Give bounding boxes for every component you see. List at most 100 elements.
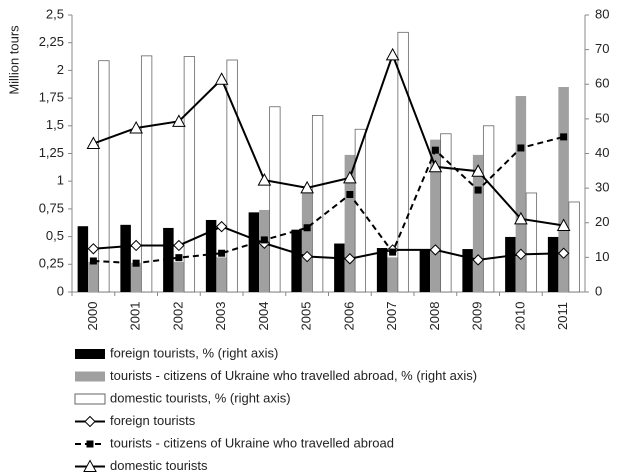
y-tick-label: 2 [57,62,64,77]
point [389,248,397,256]
point [129,120,143,134]
bar [77,226,89,292]
point [472,254,484,266]
bar [311,115,324,293]
bar [98,60,110,293]
y-tick-label: 1,75 [39,90,64,105]
point [130,239,142,252]
point [343,170,357,184]
point [557,247,570,259]
point [214,72,229,85]
x-tick-label: 2003 [213,302,228,331]
y2-tick-label: 70 [595,41,609,56]
bar [430,139,441,292]
bar [334,243,345,292]
point [215,220,228,233]
x-tick-label: 2007 [384,302,399,331]
y2-tick-label: 60 [595,76,609,91]
bar [130,262,142,292]
bar [205,219,217,292]
y2-tick-label: 20 [595,214,609,229]
bar [173,261,185,292]
bar [354,128,367,293]
legend-label: foreign tourists [110,413,196,428]
point [132,259,140,267]
bar [140,55,153,293]
point [560,133,568,141]
point [514,211,528,225]
legend-label: tourists - citizens of Ukraine who trave… [110,435,394,450]
bar [269,106,281,293]
y2-tick-label: 10 [595,249,609,264]
legend-swatch [75,371,105,382]
point [556,218,571,232]
legend-swatch [75,349,105,359]
bar [440,133,452,293]
bar [419,250,431,292]
point [172,114,186,127]
bar [558,87,569,293]
y-axis-label: Million tours [6,25,21,95]
legend-label: foreign tourists, % (right axis) [110,345,278,360]
x-tick-label: 2005 [299,302,314,331]
bar [183,56,196,293]
point [89,257,97,265]
point [344,253,356,265]
point [175,254,183,262]
y2-tick-label: 30 [595,180,609,195]
bar [472,154,484,292]
bar [291,229,302,292]
bar [376,248,388,292]
bar [568,201,580,293]
bar [515,96,527,293]
point [429,244,442,256]
point [87,243,100,255]
point [431,146,439,154]
point [346,190,354,198]
point [173,239,185,252]
bar [88,261,99,292]
x-tick-label: 2002 [170,302,185,331]
legend-label: domestic tourists, % (right axis) [110,390,291,405]
bar [505,236,516,292]
x-tick-label: 2009 [470,302,485,331]
point [86,136,101,150]
y-tick-label: 1,5 [46,117,64,132]
y-tick-label: 0,25 [39,256,64,271]
x-tick-label: 2011 [555,302,570,330]
point [471,164,485,177]
legend-marker [86,440,94,448]
line [93,135,564,265]
point [515,248,527,261]
bar [525,192,538,293]
x-tick-label: 2001 [128,302,143,331]
y2-tick-label: 50 [595,110,609,125]
y-tick-label: 1,25 [39,145,64,160]
bar [462,249,473,292]
bar [397,31,409,293]
bar [259,209,270,292]
bar [547,236,559,292]
bar [344,154,356,292]
point [257,173,272,186]
x-tick-label: 2004 [256,302,271,331]
point [474,186,482,194]
bar [120,224,131,292]
point [517,144,525,152]
y2-tick-label: 0 [595,283,602,298]
y-tick-label: 2,25 [39,34,64,49]
bar [216,257,227,292]
legend-label: domestic tourists [110,458,208,473]
point [260,236,268,244]
x-tick-label: 2006 [341,302,356,331]
point [300,180,314,194]
bar [248,212,260,292]
line [93,51,564,227]
x-tick-label: 2010 [512,302,527,331]
bar [482,125,495,293]
y2-tick-label: 80 [595,6,609,21]
x-tick-label: 2008 [427,302,442,331]
point [301,250,313,263]
bar [387,257,398,292]
